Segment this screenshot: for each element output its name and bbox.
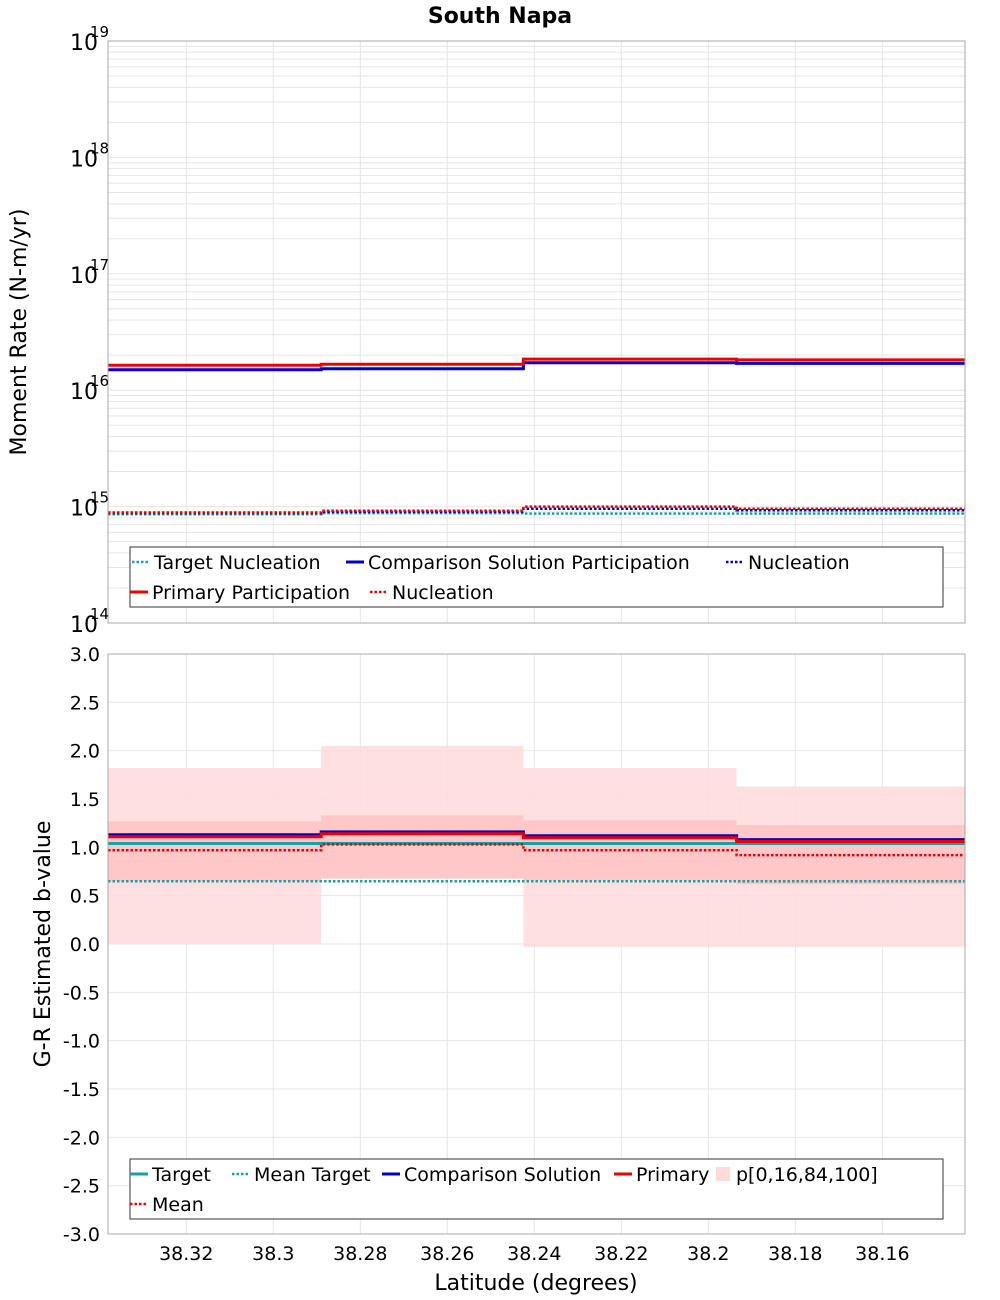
legend-item-primary-participation: Primary Participation: [130, 582, 350, 604]
legend-item-comparison-solution-participation: Comparison Solution Participation: [346, 552, 690, 574]
legend-frame: [129, 546, 944, 608]
legend-label: Comparison Solution: [404, 1164, 601, 1186]
b-value-plot: 3.0 2.5 2.0 1.5 1.0 0.5 0.0 -0.5 -1.0 -1.5 -2.0 -2.…: [31, 644, 966, 1296]
y-tick-label: -2.5: [63, 1176, 100, 1198]
x-tick-label: 38.32: [159, 1243, 213, 1265]
band-p-16-84-bin-1: [321, 815, 524, 879]
bottom-legend: Target Mean Target Comparison Solution Prim…: [129, 1158, 944, 1220]
y-tick-label: 1.5: [70, 789, 100, 811]
x-tick-label: 38.2: [687, 1243, 729, 1265]
legend-label: Target: [151, 1164, 211, 1186]
y-tick-base: 10: [70, 613, 98, 638]
top-legend: Target Nucleation Comparison Solution Par…: [129, 546, 944, 608]
y-tick-label: 0.5: [70, 886, 100, 908]
legend-frame: [129, 1158, 944, 1220]
legend-label: p[0,16,84,100]: [736, 1164, 878, 1186]
legend-label: Primary: [636, 1164, 709, 1186]
legend-label: Primary Participation: [152, 582, 350, 604]
legend-item-nucleation: Nucleation: [370, 582, 494, 604]
legend-item-target-nucleation: Target Nucleation: [132, 552, 321, 574]
y-tick-label: 2.5: [70, 692, 100, 714]
legend-label: Mean Target: [254, 1164, 371, 1186]
y-tick-base: 10: [70, 497, 98, 522]
legend-swatch: [716, 1167, 730, 1181]
legend-item-nucleation: Nucleation: [726, 552, 850, 574]
legend-item-target: Target: [130, 1164, 211, 1186]
bottom-y-tick-labels: 3.0 2.5 2.0 1.5 1.0 0.5 0.0 -0.5 -1.0 -1.5 -2.0 -2.…: [63, 644, 100, 1246]
x-tick-labels: 38.32 38.3 38.28 38.26 38.24 38.22 38.2 38.18 38…: [159, 1243, 909, 1265]
x-axis-label: Latitude (degrees): [434, 1271, 637, 1296]
y-tick-base: 10: [70, 264, 98, 289]
y-tick-exponent: 14: [90, 605, 109, 623]
y-tick-exponent: 19: [90, 23, 109, 41]
x-tick-label: 38.16: [855, 1243, 909, 1265]
series-primary: [108, 832, 965, 843]
legend-label: Mean: [152, 1194, 204, 1216]
series-nucleation-primary: [108, 505, 965, 514]
y-tick-label: -0.5: [63, 982, 100, 1004]
y-tick-label: -2.0: [63, 1127, 100, 1149]
series-mean: [108, 843, 965, 857]
bottom-plot-frame: [107, 653, 966, 1235]
y-tick-label: -1.5: [63, 1079, 100, 1101]
y-tick-label: -3.0: [63, 1224, 100, 1246]
x-tick-label: 38.26: [420, 1243, 474, 1265]
y-tick-base: 10: [70, 147, 98, 172]
legend-label: Comparison Solution Participation: [368, 552, 690, 574]
band-p-16-84-bin-3: [736, 825, 965, 885]
y-tick-base: 10: [70, 31, 98, 56]
x-tick-label: 38.24: [507, 1243, 561, 1265]
y-tick-exponent: 15: [90, 489, 109, 507]
y-tick-base: 10: [70, 380, 98, 405]
legend-item-p-0-16-84-100: p[0,16,84,100]: [716, 1164, 878, 1186]
legend-item-primary: Primary: [614, 1164, 709, 1186]
bottom-series: [108, 830, 965, 883]
legend-item-mean: Mean: [130, 1194, 204, 1216]
y-tick-label: 1.0: [70, 837, 100, 859]
legend-label: Nucleation: [748, 552, 850, 574]
percentile-bands: [108, 745, 965, 947]
series-primary-participation-primary: [108, 357, 965, 367]
top-plot-frame: [107, 40, 966, 624]
x-tick-label: 38.22: [594, 1243, 648, 1265]
bottom-y-axis-label: G-R Estimated b-value: [31, 821, 56, 1068]
x-tick-label: 38.3: [252, 1243, 294, 1265]
top-series: [108, 357, 965, 516]
x-tick-label: 38.28: [333, 1243, 387, 1265]
y-tick-label: 0.0: [70, 934, 100, 956]
y-tick-exponent: 17: [90, 256, 109, 274]
top-grid: [108, 41, 965, 624]
y-tick-exponent: 18: [90, 139, 109, 157]
y-tick-exponent: 16: [90, 372, 109, 390]
legend-label: Target Nucleation: [153, 552, 321, 574]
x-tick-label: 38.18: [768, 1243, 822, 1265]
legend-item-mean-target: Mean Target: [232, 1164, 371, 1186]
y-tick-label: -1.0: [63, 1031, 100, 1053]
legend-label: Nucleation: [392, 582, 494, 604]
legend-item-comparison-solution: Comparison Solution: [382, 1164, 601, 1186]
top-y-axis-label: Moment Rate (N-m/yr): [7, 209, 32, 456]
chart-title: South Napa: [428, 4, 572, 29]
y-tick-label: 3.0: [70, 644, 100, 666]
y-tick-label: 2.0: [70, 741, 100, 763]
